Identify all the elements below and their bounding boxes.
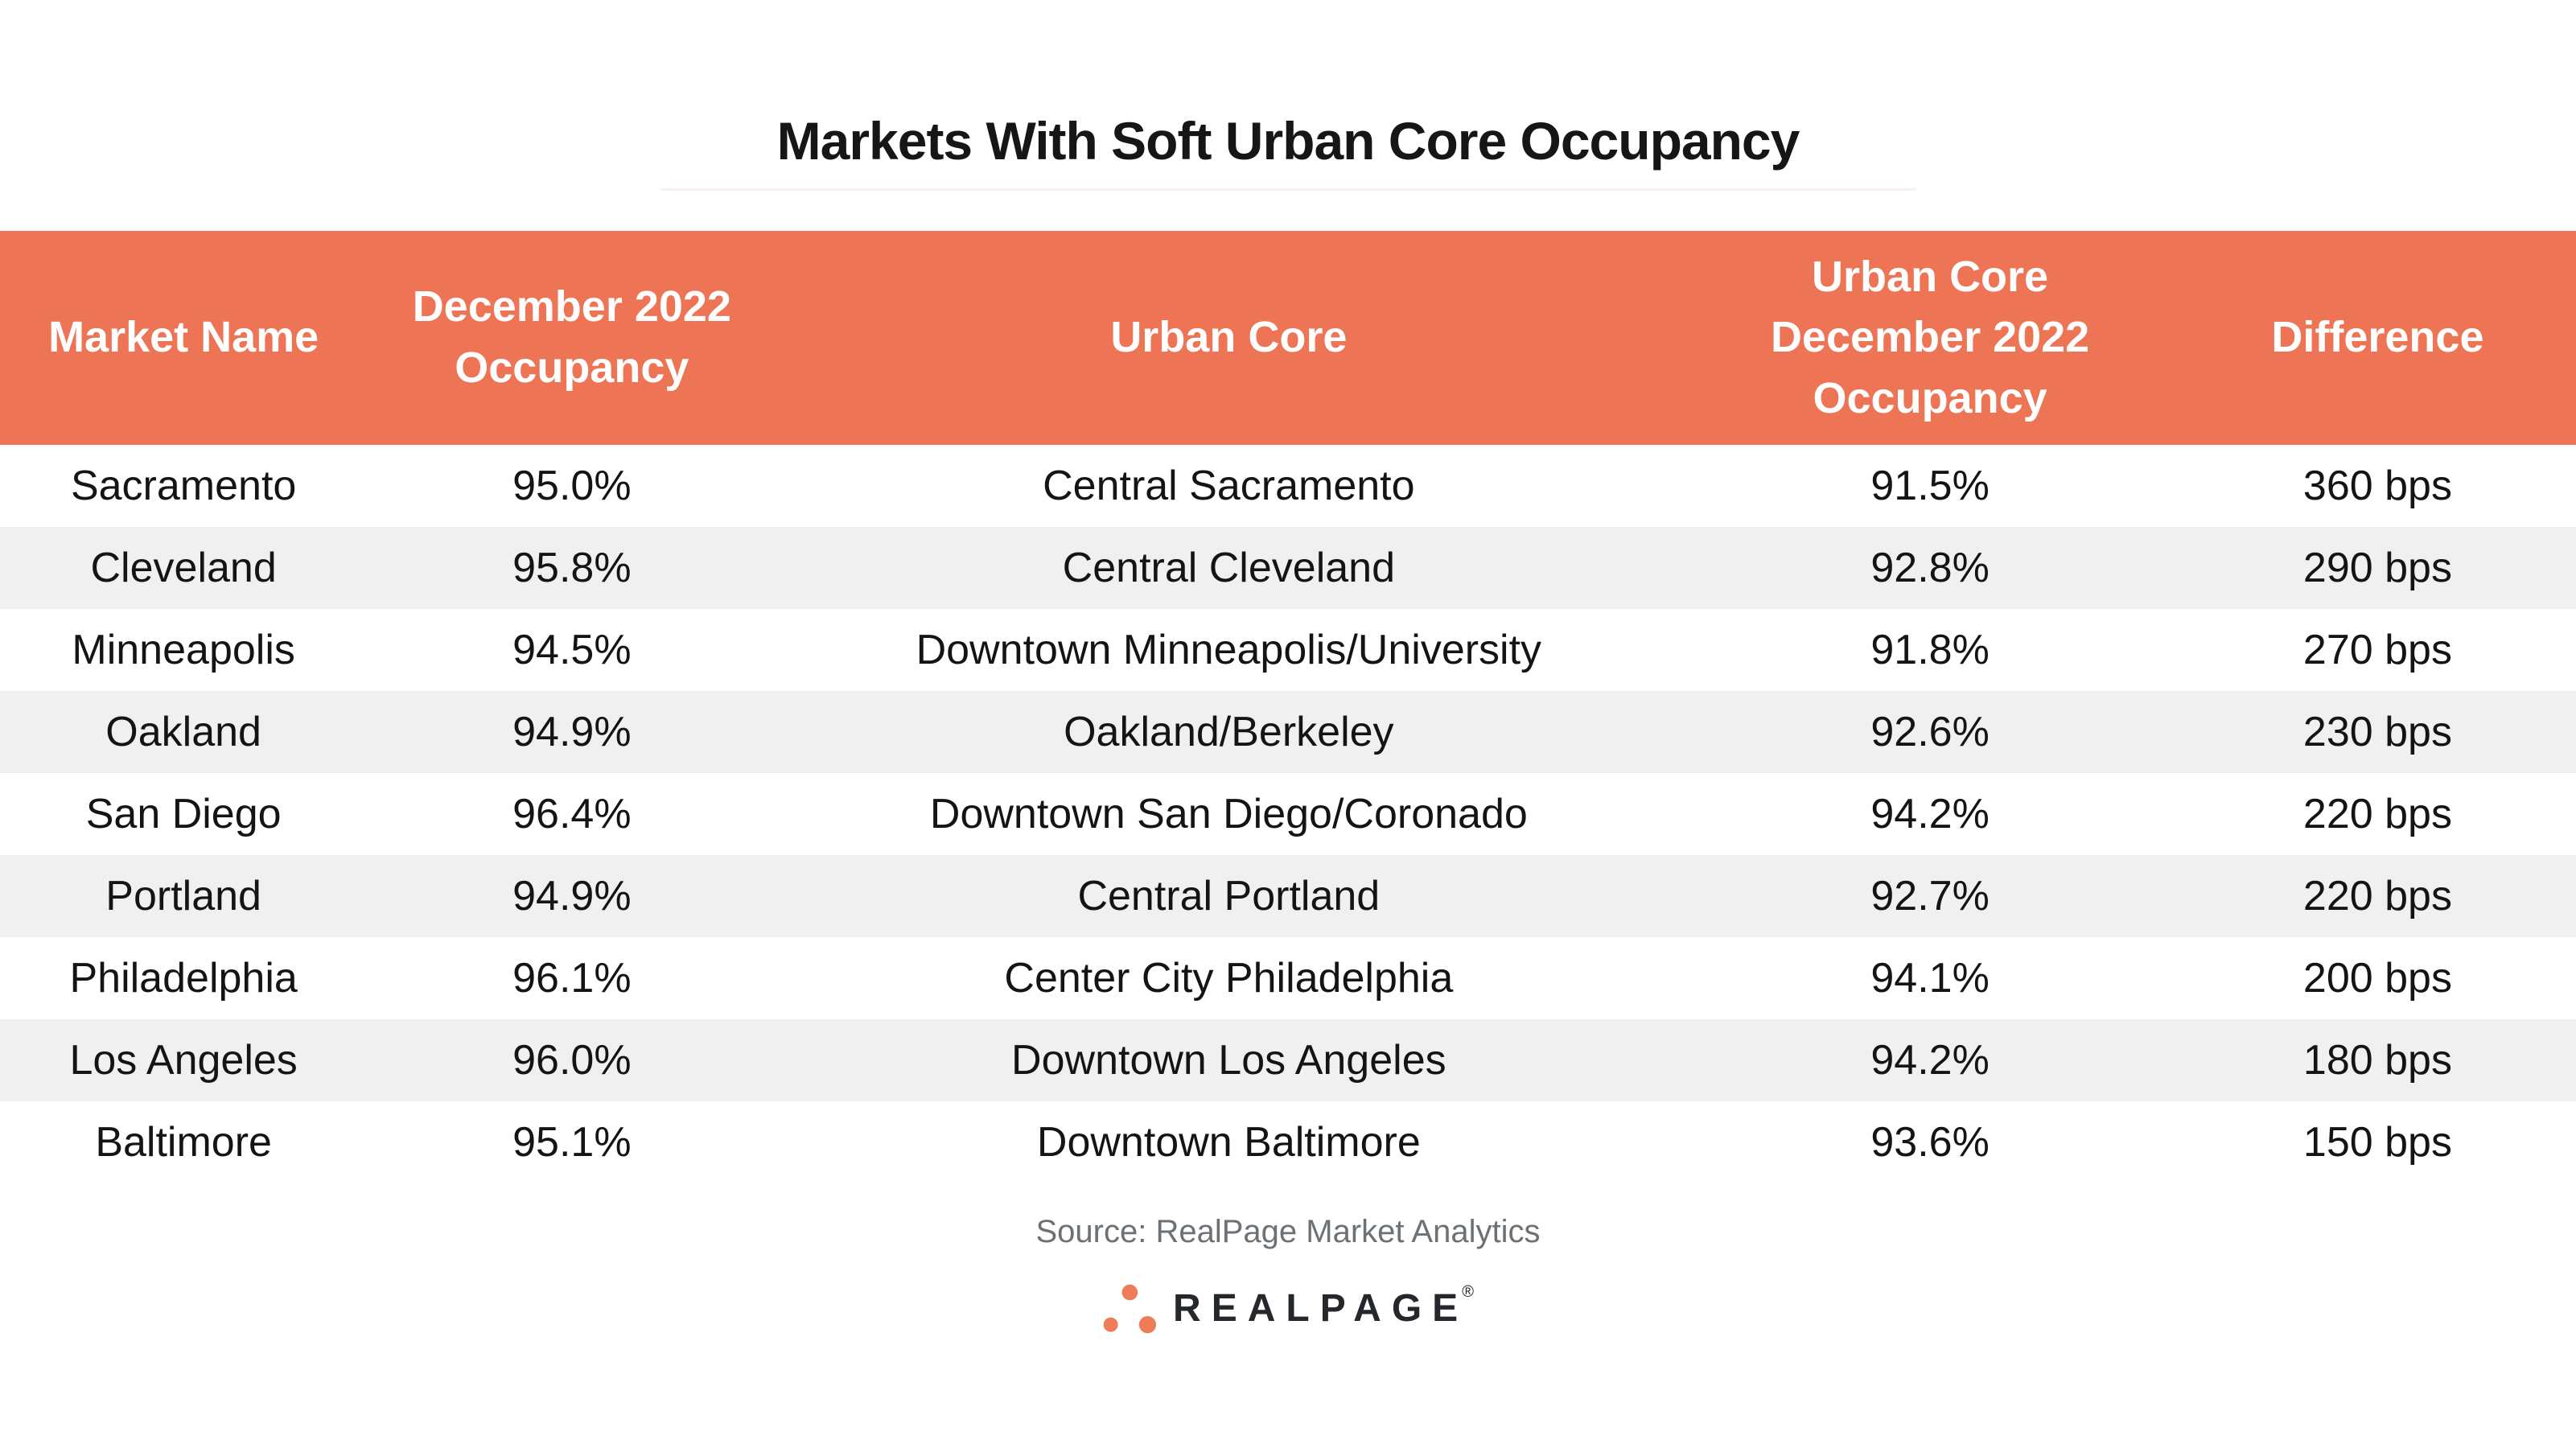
table-cell: Downtown Minneapolis/University bbox=[916, 627, 1542, 673]
title-underline bbox=[660, 188, 1916, 191]
table-row: Cleveland 95.8% Central Cleveland 92.8% 290 … bbox=[0, 527, 2576, 609]
table-cell: 94.9% bbox=[512, 873, 632, 919]
table-cell: 92.6% bbox=[1870, 709, 1990, 755]
column-header-label: Difference bbox=[2271, 313, 2484, 362]
table-cell: 95.1% bbox=[512, 1119, 632, 1166]
table-row: Portland 94.9% Central Portland 92.7% 220 bp… bbox=[0, 855, 2576, 937]
column-header-label: Urban Core bbox=[1110, 313, 1348, 362]
table-cell: Central Portland bbox=[1077, 873, 1381, 919]
page-title: Markets With Soft Urban Core Occupancy bbox=[776, 111, 1800, 171]
table-row: Philadelphia 96.1% Center City Philadelphi… bbox=[0, 937, 2576, 1019]
realpage-logo-text: REALPAGE bbox=[1173, 1287, 1469, 1330]
realpage-logo: REALPAGE ® bbox=[0, 1282, 2576, 1335]
table-header: Market Name December 2022 Occupancy Urba… bbox=[0, 231, 2576, 445]
table-row: Minneapolis 94.5% Downtown Minneapolis/Uni… bbox=[0, 609, 2576, 691]
table-cell: Center City Philadelphia bbox=[1004, 955, 1454, 1002]
table-row: Baltimore 95.1% Downtown Baltimore 93.6% 150… bbox=[0, 1101, 2576, 1183]
table-cell: 360 bps bbox=[2302, 463, 2452, 509]
column-header-december-2022-occupancy: December 2022 Occupancy bbox=[367, 231, 776, 445]
table-row: Oakland 94.9% Oakland/Berkeley 92.6% 230 bps bbox=[0, 691, 2576, 773]
table-cell: Philadelphia bbox=[69, 955, 298, 1002]
table-cell: Baltimore bbox=[95, 1119, 272, 1166]
table-cell: 92.7% bbox=[1870, 873, 1990, 919]
table-cell: 94.2% bbox=[1870, 1037, 1990, 1084]
table-cell: 200 bps bbox=[2302, 955, 2452, 1002]
table-cell: 150 bps bbox=[2302, 1119, 2452, 1166]
table-cell: 94.1% bbox=[1870, 955, 1990, 1002]
table-cell: 94.5% bbox=[512, 627, 632, 673]
table-cell: 94.9% bbox=[512, 709, 632, 755]
column-header-urban-core-december-2022-occupancy: Urban Core December 2022 Occupancy bbox=[1681, 231, 2179, 445]
table-cell: 91.5% bbox=[1870, 463, 1990, 509]
table-cell: Oakland bbox=[105, 709, 261, 755]
header-row: Market Name December 2022 Occupancy Urba… bbox=[0, 231, 2576, 445]
table-cell: 94.2% bbox=[1870, 791, 1990, 837]
table-cell: 270 bps bbox=[2302, 627, 2452, 673]
table-cell: 95.8% bbox=[512, 545, 632, 591]
table-cell: 95.0% bbox=[512, 463, 632, 509]
table-cell: San Diego bbox=[85, 791, 282, 837]
table-cell: 290 bps bbox=[2302, 545, 2452, 591]
table-cell: 96.4% bbox=[512, 791, 632, 837]
table-cell: Downtown San Diego/Coronado bbox=[929, 791, 1528, 837]
occupancy-table: Market Name December 2022 Occupancy Urba… bbox=[0, 231, 2576, 1183]
table-cell: Oakland/Berkeley bbox=[1064, 709, 1394, 755]
table-cell: 96.0% bbox=[512, 1037, 632, 1084]
table-cell: Central Sacramento bbox=[1043, 463, 1415, 509]
table-cell: Minneapolis bbox=[72, 627, 295, 673]
table-row: Sacramento 95.0% Central Sacramento 91.5% 36… bbox=[0, 445, 2576, 527]
table-cell: Sacramento bbox=[70, 463, 297, 509]
source-note: Source: RealPage Market Analytics bbox=[1035, 1214, 1541, 1249]
column-header-label: December 2022 Occupancy bbox=[412, 282, 731, 392]
column-header-label: Urban Core December 2022 Occupancy bbox=[1770, 252, 2090, 422]
table-cell: 220 bps bbox=[2302, 791, 2452, 837]
table-cell: 92.8% bbox=[1870, 545, 1990, 591]
table-cell: Cleveland bbox=[90, 545, 277, 591]
table-cell: Downtown Los Angeles bbox=[1011, 1037, 1446, 1084]
column-header-difference: Difference bbox=[2179, 231, 2576, 445]
table-body: Sacramento 95.0% Central Sacramento 91.5% 36… bbox=[0, 445, 2576, 1183]
table-cell: 230 bps bbox=[2302, 709, 2452, 755]
table-cell: 93.6% bbox=[1870, 1119, 1990, 1166]
table-cell: 91.8% bbox=[1870, 627, 1990, 673]
table-cell: 220 bps bbox=[2302, 873, 2452, 919]
table-cell: 96.1% bbox=[512, 955, 632, 1002]
table-cell: Downtown Baltimore bbox=[1036, 1119, 1421, 1166]
table-cell: Portland bbox=[105, 873, 261, 919]
realpage-dots-icon bbox=[1103, 1284, 1157, 1334]
registered-trademark-icon: ® bbox=[1462, 1283, 1474, 1301]
column-header-urban-core: Urban Core bbox=[776, 231, 1681, 445]
table-cell: 180 bps bbox=[2302, 1037, 2452, 1084]
column-header-label: Market Name bbox=[48, 313, 319, 362]
table-row: Los Angeles 96.0% Downtown Los Angeles 94.2… bbox=[0, 1019, 2576, 1101]
table-cell: Los Angeles bbox=[69, 1037, 298, 1084]
table-row: San Diego 96.4% Downtown San Diego/Coronad… bbox=[0, 773, 2576, 855]
column-header-market-name: Market Name bbox=[0, 231, 367, 445]
table-cell: Central Cleveland bbox=[1062, 545, 1396, 591]
